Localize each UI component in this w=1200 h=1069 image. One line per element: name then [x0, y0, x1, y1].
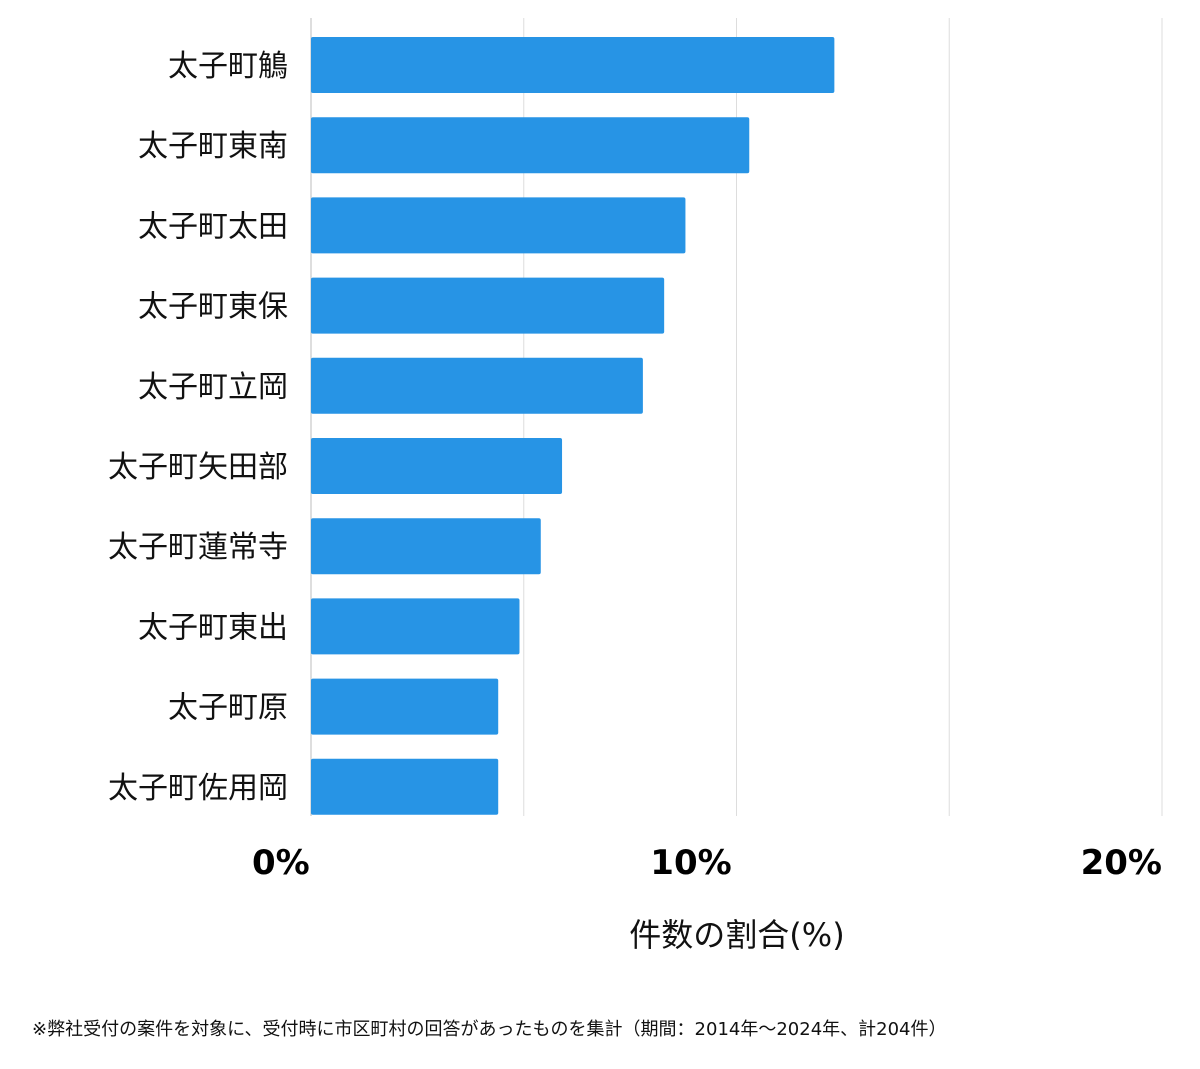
- bar: [311, 518, 541, 575]
- bar: [311, 598, 520, 655]
- category-label: 太子町東出: [138, 610, 288, 645]
- category-label: 太子町太田: [138, 209, 288, 244]
- bar: [311, 678, 499, 735]
- bar: [311, 438, 563, 494]
- category-label: 太子町原: [168, 691, 288, 726]
- x-axis-title: 件数の割合(%): [629, 916, 844, 954]
- bar: [311, 277, 665, 334]
- category-labels: 太子町鵤太子町東南太子町太田太子町東保太子町立岡太子町矢田部太子町蓮常寺太子町東…: [108, 49, 288, 806]
- category-label: 太子町立岡: [138, 370, 288, 405]
- x-tick-label: 20%: [1081, 843, 1162, 883]
- x-tick-label: 0%: [252, 843, 310, 883]
- x-tick-label: 10%: [650, 843, 731, 883]
- x-tick-labels: 0% 10% 20%: [252, 843, 1162, 883]
- bar: [311, 758, 499, 815]
- category-label: 太子町佐用岡: [108, 771, 288, 806]
- footnote: ※弊社受付の案件を対象に、受付時に市区町村の回答があったものを集計（期間：201…: [32, 1019, 947, 1040]
- bar-chart: 太子町鵤太子町東南太子町太田太子町東保太子町立岡太子町矢田部太子町蓮常寺太子町東…: [108, 18, 1163, 954]
- category-label: 太子町東保: [138, 290, 288, 325]
- bar: [311, 197, 686, 254]
- category-label: 太子町東南: [138, 129, 288, 164]
- bar: [311, 117, 750, 174]
- bar: [311, 357, 643, 414]
- bar: [311, 37, 835, 93]
- category-label: 太子町鵤: [168, 49, 288, 84]
- category-label: 太子町蓮常寺: [108, 530, 288, 565]
- bars: [311, 37, 835, 815]
- category-label: 太子町矢田部: [108, 450, 288, 485]
